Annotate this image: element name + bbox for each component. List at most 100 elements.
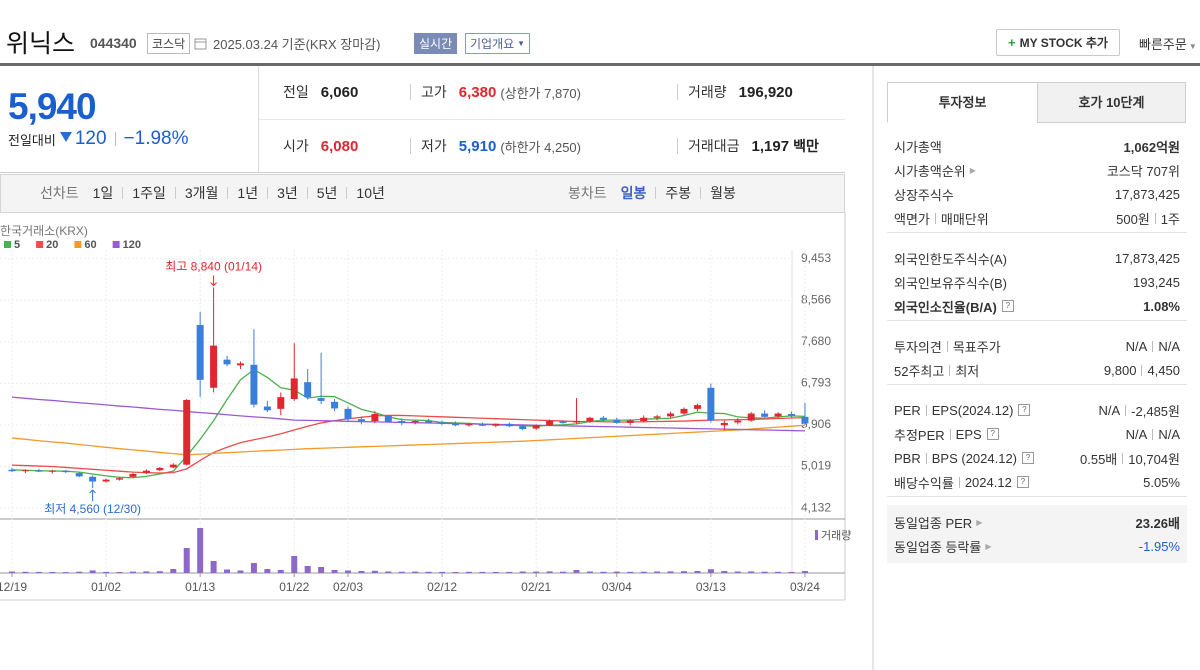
candle-body <box>465 424 473 426</box>
volume-bar <box>667 571 674 573</box>
volume-bar <box>224 569 231 573</box>
quote-cell: 시가 6,080 <box>283 134 358 158</box>
quote-value: 196,920 <box>738 83 793 101</box>
x-tick-label: 03/04 <box>602 580 632 594</box>
sidebar-tab[interactable]: 투자정보 <box>887 82 1038 123</box>
overview-button[interactable]: 기업개요 ▼ <box>465 33 531 54</box>
info-value: 17,873,425 <box>1115 185 1180 203</box>
stock-code: 044340 <box>90 35 137 51</box>
quote-value: 6,060 <box>320 83 359 101</box>
period-item[interactable]: 1주일 <box>132 185 166 201</box>
volume-bar <box>425 571 432 573</box>
market-badge: 코스닥 <box>147 33 191 54</box>
period-item[interactable]: 일봉 <box>620 185 647 201</box>
quote-label: 시가 <box>283 138 309 154</box>
volume-bar <box>103 571 110 573</box>
info-value: -1.95% <box>1139 537 1180 555</box>
info-value-text: 193,245 <box>1133 274 1180 290</box>
info-value: 0.55배 10,704원 <box>1080 449 1180 467</box>
period-label: 선차트 <box>40 185 79 201</box>
info-label-text: 배당수익률 <box>894 475 954 491</box>
info-label: PER EPS(2024.12)? <box>894 401 1031 419</box>
volume-bar <box>291 556 298 573</box>
info-value-text: 500원 <box>1116 211 1150 227</box>
volume-bar <box>546 571 553 573</box>
sidebar-tab[interactable]: 호가 10단계 <box>1037 82 1186 123</box>
help-icon[interactable]: ? <box>1022 452 1035 464</box>
quick-order[interactable]: 빠른주문 ▼ <box>1139 34 1197 53</box>
period-divider <box>346 187 348 199</box>
info-label-text: 상장주식수 <box>894 187 954 203</box>
info-value-text: N/A <box>1125 426 1148 442</box>
my-stock-button[interactable]: + MY STOCK 추가 <box>996 29 1120 56</box>
info-label: PBR BPS (2024.12)? <box>894 449 1035 467</box>
header-rule <box>0 63 1200 66</box>
moving-average-line <box>11 396 805 432</box>
info-label: 액면가 매매단위 <box>894 209 989 227</box>
company-name: 위닉스 <box>6 30 76 58</box>
info-label-text: 최저 <box>955 363 980 379</box>
quote-sub: (상한가 7,870) <box>500 85 581 101</box>
info-value-text: 1,062억원 <box>1123 139 1180 155</box>
info-label-text: 시가총액순위 <box>894 163 966 179</box>
candle-body <box>142 470 150 474</box>
quote-value: 6,080 <box>320 137 359 155</box>
volume-bar <box>560 571 567 573</box>
volume-bar <box>707 569 714 573</box>
candle-body <box>586 417 594 422</box>
volume-bar <box>210 561 217 573</box>
volume-legend-label: 거래량 <box>821 529 851 542</box>
info-label: 시가총액 <box>894 137 942 155</box>
help-icon[interactable]: ? <box>986 428 999 440</box>
candle-body <box>693 405 701 409</box>
period-item[interactable]: 월봉 <box>710 185 736 201</box>
help-icon[interactable]: ? <box>1018 404 1031 416</box>
period-item[interactable]: 3년 <box>277 185 298 201</box>
volume-bar <box>465 571 472 573</box>
candle-body <box>667 413 675 417</box>
realtime-button[interactable]: 실시간 <box>414 33 458 54</box>
period-item[interactable]: 1년 <box>237 185 259 201</box>
period-item[interactable]: 1일 <box>92 185 114 201</box>
info-value-text: N/A <box>1125 338 1148 354</box>
candle-body <box>720 422 728 426</box>
period-item[interactable]: 10년 <box>356 185 385 201</box>
info-label-text: 추정PER <box>894 427 945 443</box>
volume-bar <box>533 571 540 573</box>
candle-body <box>116 478 124 480</box>
candle-body <box>317 398 325 401</box>
period-divider <box>267 187 269 199</box>
x-tick-label: 12/19 <box>0 580 27 594</box>
candle-body <box>250 364 258 405</box>
candle-body <box>452 423 460 426</box>
info-label: 배당수익률 2024.12? <box>894 473 1029 491</box>
candle-body <box>774 413 782 417</box>
period-item[interactable]: 5년 <box>316 185 338 201</box>
y-tick-label: 5,019 <box>801 459 831 473</box>
period-divider <box>306 187 308 199</box>
info-value-text: 9,800 <box>1103 362 1137 378</box>
candle-body <box>398 421 406 423</box>
period-divider <box>655 187 657 199</box>
info-value-text: 1주 <box>1160 211 1180 227</box>
candle-body <box>572 421 580 423</box>
volume-bar <box>654 571 661 573</box>
candle-body <box>344 408 352 420</box>
help-icon[interactable]: ? <box>1001 300 1014 312</box>
change-value: 120 <box>74 128 107 149</box>
help-icon[interactable]: ? <box>1016 476 1029 488</box>
volume-bar <box>748 571 755 573</box>
candle-body <box>384 415 392 422</box>
candle-body <box>438 422 446 424</box>
quote-value: 5,910 <box>458 137 497 155</box>
period-label: 봉차트 <box>568 185 607 201</box>
candle-body <box>371 414 379 422</box>
info-label: 외국인한도주식수(A) <box>894 249 1007 267</box>
period-item[interactable]: 3개월 <box>184 185 219 201</box>
price-box-border <box>258 66 259 173</box>
label-divider <box>949 364 951 376</box>
period-item[interactable]: 주봉 <box>665 185 692 201</box>
candle-body <box>129 474 137 477</box>
group-separator <box>887 232 1187 233</box>
